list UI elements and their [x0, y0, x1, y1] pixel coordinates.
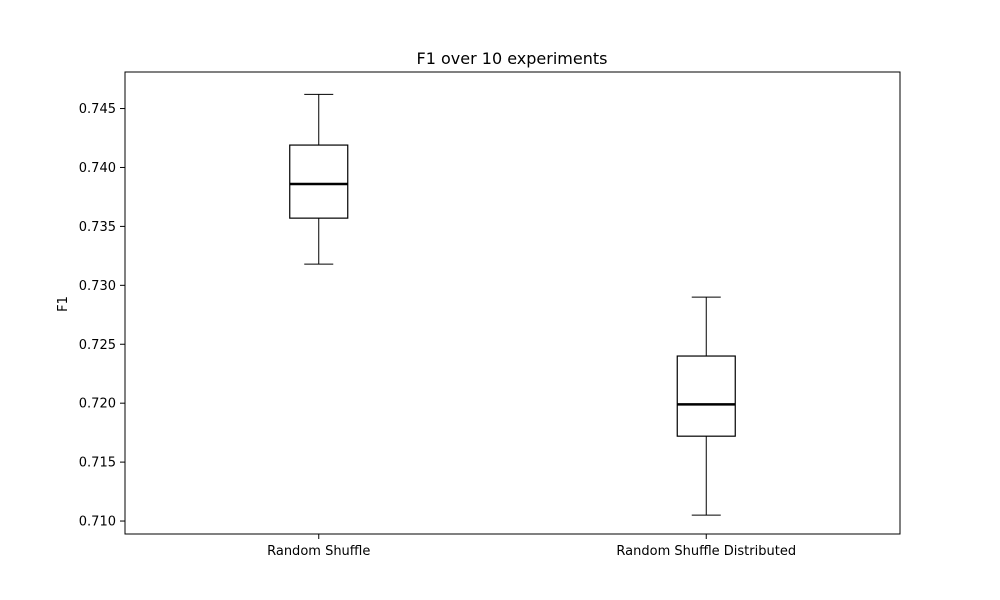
y-tick-label: 0.725: [79, 338, 116, 353]
y-tick-label: 0.710: [79, 515, 116, 530]
box: [676, 355, 736, 437]
y-axis-label: F1: [56, 296, 71, 312]
box: [289, 144, 349, 219]
chart-title: F1 over 10 experiments: [417, 49, 608, 68]
x-tick-label: Random Shuffle: [267, 544, 370, 559]
y-tick-label: 0.740: [79, 161, 116, 176]
y-tick-label: 0.720: [79, 397, 116, 412]
plot-frame: [124, 71, 901, 535]
y-tick-label: 0.730: [79, 279, 116, 294]
y-tick-label: 0.745: [79, 102, 116, 117]
plot-area: 0.710 0.715 0.720 0.725 0.730 0.735 0.740 0.745…: [79, 71, 901, 559]
y-tick-label: 0.715: [79, 456, 116, 471]
x-tick-label: Random Shuffle Distributed: [616, 544, 796, 559]
y-tick-label: 0.735: [79, 220, 116, 235]
